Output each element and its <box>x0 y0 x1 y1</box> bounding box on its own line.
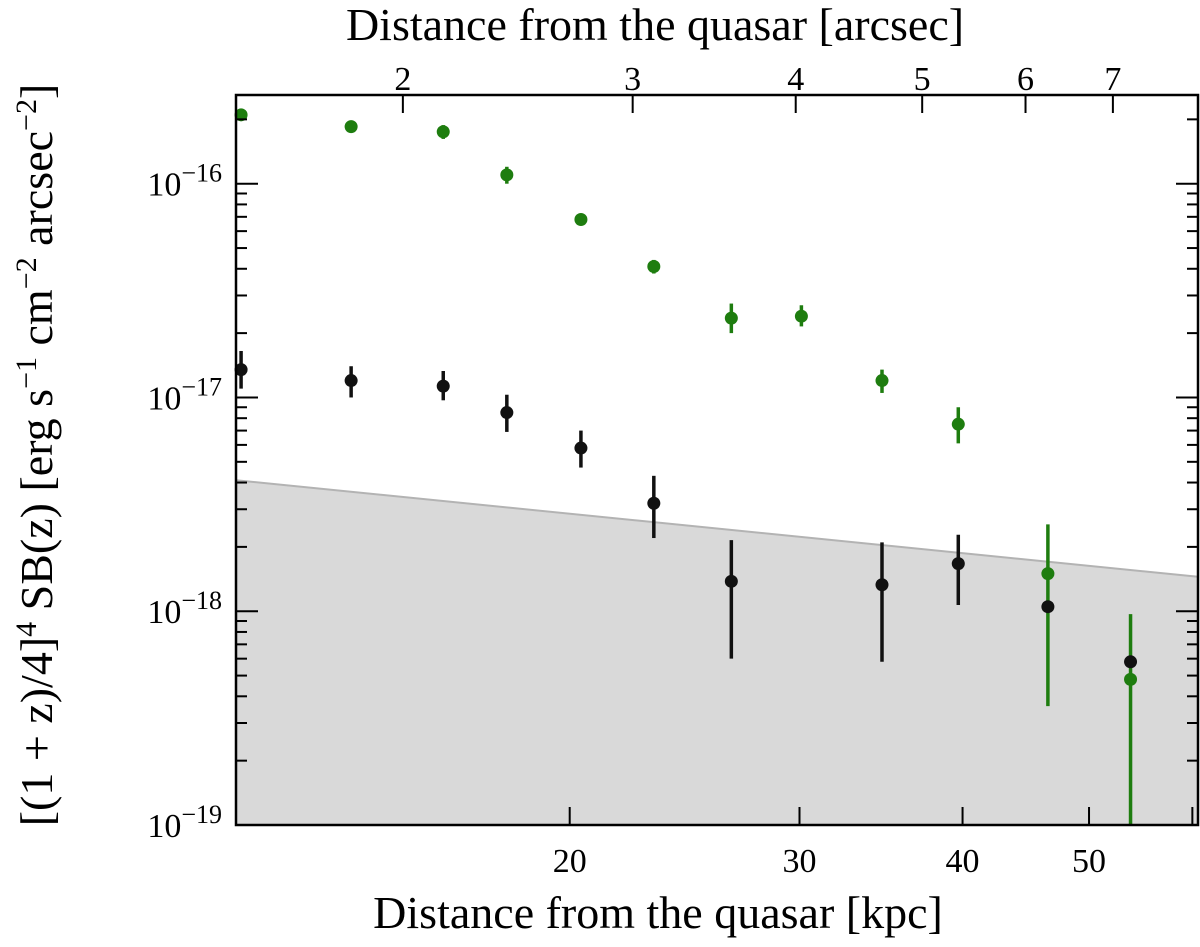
green-data-point <box>647 259 661 273</box>
y-tick-label: 10−19 <box>147 800 222 846</box>
axis-tick-labels: 10−19 10−18 10−17 10−16 20 30 40 50 2 3 4 5 6 7 <box>147 61 1121 880</box>
x2-tick-label: 6 <box>1017 61 1034 98</box>
y-tick-label: 10−17 <box>147 372 222 418</box>
green-data-point <box>794 309 808 323</box>
black-data-point <box>647 496 661 510</box>
axis-ticks <box>236 95 1198 826</box>
black-data-point <box>875 578 889 592</box>
x2-axis-title: Distance from the quasar [arcsec] <box>346 0 964 50</box>
x-tick-label: 50 <box>1072 843 1106 880</box>
green-data-point <box>724 311 738 325</box>
black-data-point <box>574 441 588 455</box>
black-data-point <box>1041 600 1055 614</box>
black-data-point <box>724 574 738 588</box>
x-tick-label: 20 <box>553 843 587 880</box>
black-data-point <box>500 406 514 420</box>
black-data-point <box>436 379 450 393</box>
green-data-point <box>436 125 450 139</box>
x-tick-label: 40 <box>946 843 980 880</box>
green-data-point <box>1124 672 1138 686</box>
x2-tick-label: 5 <box>914 61 931 98</box>
green-data-point <box>234 108 248 122</box>
shaded-limit-edge <box>235 479 1199 578</box>
y-tick-label: 10−16 <box>147 158 222 204</box>
black-data-point <box>951 557 965 571</box>
x-axis-title: Distance from the quasar [kpc] <box>373 887 943 938</box>
plot-frame <box>234 93 1200 827</box>
x-tick-label: 30 <box>783 843 817 880</box>
x2-tick-label: 4 <box>787 61 804 98</box>
green-data-point <box>574 213 588 227</box>
green-data-point <box>1041 567 1055 581</box>
y-tick-label: 10−18 <box>147 586 222 632</box>
y-axis-title: [(1 + z)/4]4 SB(z) [erg s−1 cm−2 arcsec−… <box>10 84 63 827</box>
black-data-point <box>1124 655 1138 669</box>
green-data-point <box>875 374 889 388</box>
plot-area <box>234 108 1199 825</box>
x2-tick-label: 2 <box>394 61 411 98</box>
black-data-point <box>344 374 358 388</box>
shaded-limit-region <box>236 480 1198 825</box>
x2-tick-label: 3 <box>624 61 641 98</box>
x2-tick-label: 7 <box>1104 61 1121 98</box>
black-data-point <box>234 363 248 377</box>
green-data-point <box>951 417 965 431</box>
green-data-point <box>500 168 514 182</box>
green-data-point <box>344 120 358 134</box>
